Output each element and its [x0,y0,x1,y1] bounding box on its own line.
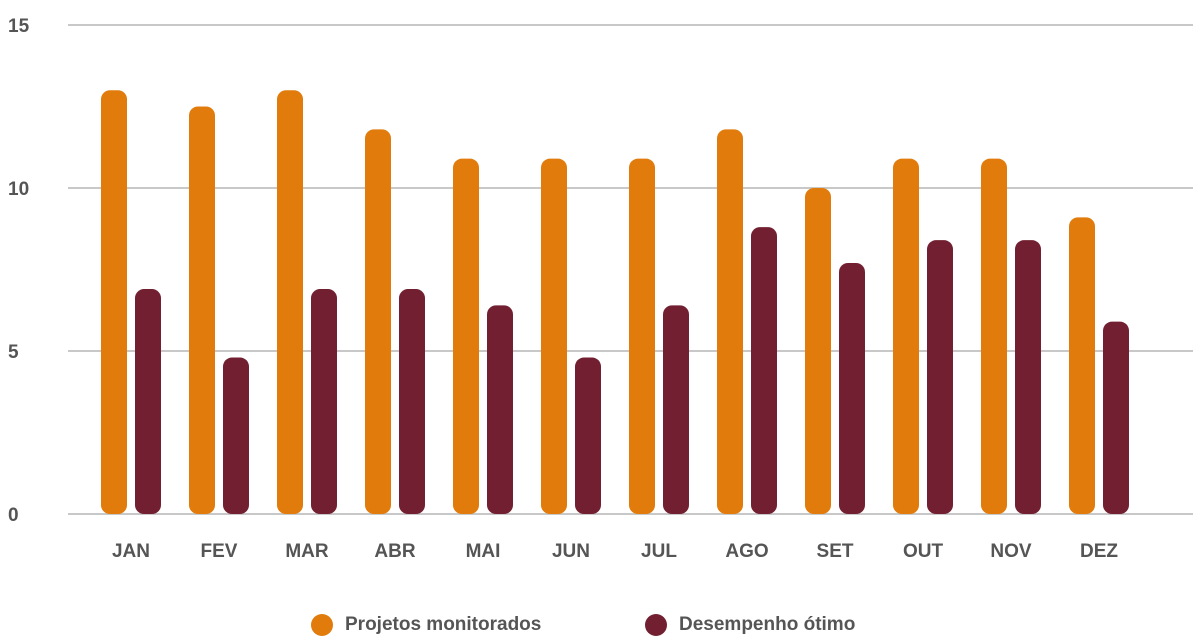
legend-item-desempenho-otimo: Desempenho ótimo [645,614,855,636]
bar-jan-series-2 [135,289,161,514]
y-tick-label-5: 5 [8,342,19,363]
bar-out-series-2 [927,240,953,514]
y-axis-tick-labels: 0 5 10 15 [8,16,30,526]
x-tick-label-set: SET [817,541,854,562]
x-tick-label-jun: JUN [552,541,590,562]
bar-mai-series-2 [487,305,513,514]
y-tick-label-10: 10 [8,179,29,200]
bar-ago-series-1 [717,129,743,514]
bar-series [101,90,1129,514]
bar-mar-series-1 [277,90,303,514]
x-tick-label-jan: JAN [112,541,150,562]
bar-jul-series-1 [629,158,655,514]
bar-set-series-1 [805,188,831,514]
bar-dez-series-2 [1103,321,1129,514]
x-tick-label-out: OUT [903,541,944,562]
x-tick-label-nov: NOV [990,541,1032,562]
bar-abr-series-2 [399,289,425,514]
x-tick-label-dez: DEZ [1080,541,1118,562]
legend-swatch-projetos-monitorados [311,614,333,636]
bar-fev-series-1 [189,106,215,514]
x-tick-label-mar: MAR [285,541,329,562]
bar-nov-series-1 [981,158,1007,514]
bar-ago-series-2 [751,227,777,514]
bar-jul-series-2 [663,305,689,514]
bar-set-series-2 [839,262,865,514]
bar-mai-series-1 [453,158,479,514]
bar-abr-series-1 [365,129,391,514]
bar-nov-series-2 [1015,240,1041,514]
y-tick-label-15: 15 [8,16,30,37]
x-tick-label-mai: MAI [466,541,501,562]
bar-jun-series-1 [541,158,567,514]
x-axis-tick-labels: JAN FEV MAR ABR MAI JUN JUL AGO SET OUT NOV DEZ [112,541,1118,562]
x-tick-label-abr: ABR [374,541,415,562]
legend-label-projetos-monitorados: Projetos monitorados [345,614,542,635]
x-tick-label-ago: AGO [725,541,768,562]
bar-mar-series-2 [311,289,337,514]
bar-out-series-1 [893,158,919,514]
legend-item-projetos-monitorados: Projetos monitorados [311,614,541,636]
bar-dez-series-1 [1069,217,1095,514]
x-tick-label-fev: FEV [201,541,238,562]
bar-jun-series-2 [575,357,601,514]
bar-jan-series-1 [101,90,127,514]
y-tick-label-0: 0 [8,505,19,526]
bar-fev-series-2 [223,357,249,514]
x-tick-label-jul: JUL [641,541,677,562]
legend-label-desempenho-otimo: Desempenho ótimo [679,614,856,635]
legend: Projetos monitorados Desempenho ótimo [0,600,1193,638]
legend-swatch-desempenho-otimo [645,614,667,636]
